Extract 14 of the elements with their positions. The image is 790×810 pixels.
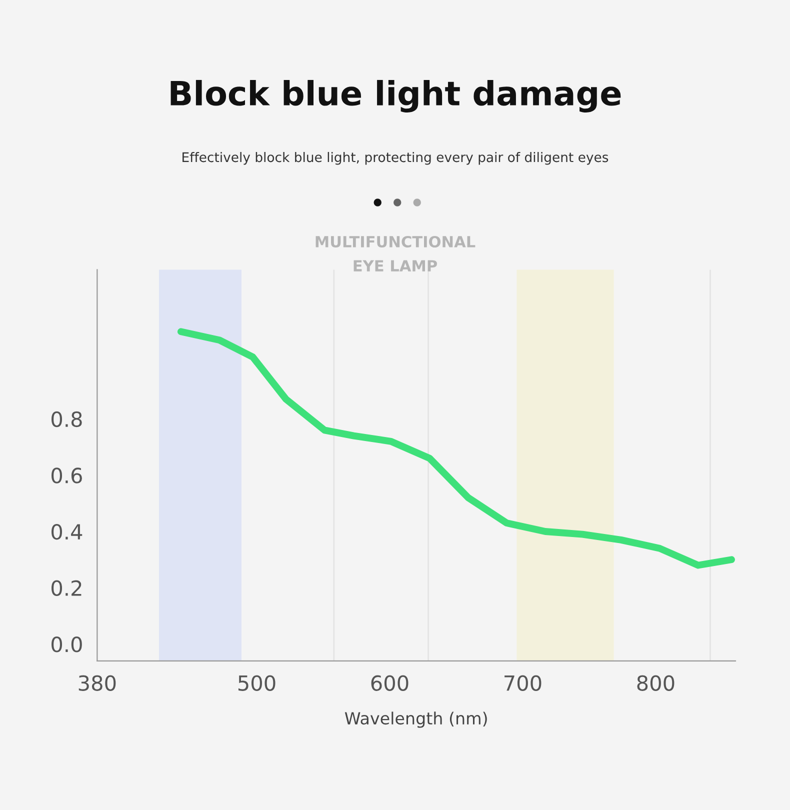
x-tick-label: 380 xyxy=(78,675,116,691)
y-tick-label: 0.2 xyxy=(52,580,82,596)
x-tick-label: 700 xyxy=(504,675,542,691)
x-tick-label: 600 xyxy=(371,675,408,691)
x-tick-label: 800 xyxy=(637,675,674,691)
x-axis-title: Wavelength (nm) xyxy=(344,712,487,728)
chart-title: Block blue light damage xyxy=(170,80,621,112)
annotation: MULTIFUNCTIONAL EYE LAMP xyxy=(316,236,476,272)
y-tick-label: 0.6 xyxy=(52,468,82,484)
x-tick-label: 500 xyxy=(238,675,276,691)
chart-subtitle: Effectively block blue light, protecting every pair of diligent eyes xyxy=(182,152,608,165)
y-tick-label: 0.4 xyxy=(52,524,82,540)
y-tick-label: 0.0 xyxy=(52,636,82,652)
y-tick-label: 0.8 xyxy=(52,411,82,428)
